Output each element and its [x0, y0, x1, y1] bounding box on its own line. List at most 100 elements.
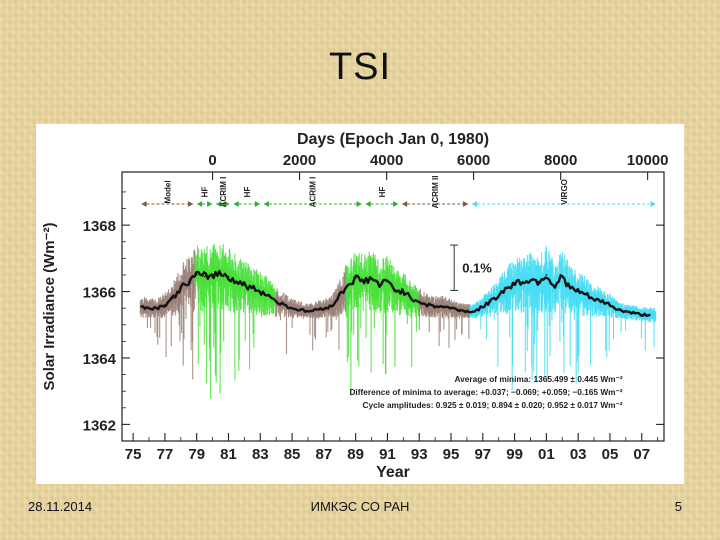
- x-tick-label: 83: [252, 446, 269, 463]
- composite-data-point: [434, 305, 436, 308]
- instrument-periods-layer: Model HF ACRIM I HF ACRIM I HF ACRIM II VIRGO: [141, 176, 656, 208]
- x-axis-label: Year: [376, 464, 410, 481]
- annotation-line: Cycle amplitudes: 0.925 ± 0.019; 0.894 ±…: [363, 400, 623, 410]
- composite-data-point: [235, 280, 238, 283]
- instrument-period-label: ACRIM I: [219, 177, 228, 208]
- composite-data-point: [370, 277, 373, 280]
- top-tick-label: 0: [208, 152, 216, 169]
- composite-data-point: [601, 300, 603, 303]
- instrument-period-label: VIRGO: [560, 179, 569, 205]
- composite-data-point: [481, 305, 484, 308]
- instrument-arrow-right: [207, 201, 213, 207]
- x-tick-label: 05: [602, 446, 619, 463]
- composite-data-point: [489, 300, 492, 303]
- y-tick-label: 1362: [83, 417, 116, 434]
- x-tick-label: 85: [284, 446, 301, 463]
- composite-data-point: [394, 289, 397, 291]
- tsi-figure: Model HF ACRIM I HF ACRIM I HF ACRIM II VIRGO 1…: [36, 124, 684, 484]
- composite-data-point: [617, 308, 619, 311]
- composite-data-point: [362, 280, 365, 283]
- composite-data-point: [561, 275, 564, 278]
- composite-data-point: [259, 290, 262, 293]
- top-tick-label: 10000: [627, 152, 669, 169]
- composite-data-point: [378, 284, 381, 286]
- instrument-arrow-right: [650, 201, 656, 207]
- x-tick-label: 79: [188, 446, 205, 463]
- composite-data-point: [187, 280, 190, 283]
- composite-data-point: [513, 282, 516, 285]
- composite-data-point: [164, 303, 166, 306]
- instrument-arrow-right: [356, 201, 362, 207]
- top-tick-label: 4000: [370, 152, 403, 169]
- composite-data-point: [521, 280, 524, 283]
- composite-data-point: [354, 277, 357, 280]
- composite-data-point: [315, 308, 317, 311]
- composite-data-point: [338, 294, 341, 296]
- x-tick-label: 03: [570, 446, 587, 463]
- x-tick-label: 87: [316, 446, 333, 463]
- instrument-arrow-right: [254, 201, 260, 207]
- annotation-line: Difference of minima to average: +0.037;…: [349, 387, 622, 397]
- composite-data-point: [251, 287, 254, 290]
- axis-ticks-layer: [122, 172, 664, 441]
- composite-data-point: [140, 305, 142, 308]
- top-axis-title: Days (Epoch Jan 0, 1980): [297, 131, 489, 148]
- composite-data-point: [426, 303, 429, 306]
- composite-data-point: [632, 312, 635, 314]
- instrument-arrow-left: [472, 201, 478, 207]
- x-tick-label: 75: [125, 446, 142, 463]
- composite-data-point: [553, 285, 556, 288]
- composite-data-point: [505, 287, 508, 290]
- composite-tsi-line: [141, 269, 651, 318]
- instrument-arrow-left: [233, 201, 239, 207]
- composite-data-point: [346, 284, 349, 286]
- composite-data-point: [474, 310, 476, 313]
- x-tick-label: 07: [633, 446, 650, 463]
- x-tick-label: 81: [220, 446, 237, 463]
- composite-data-point: [609, 303, 611, 306]
- text-layer: 1362 1364 1366 1368 75 77 79 81 83 85 87 89 91 93 95 97…: [41, 131, 668, 481]
- tsi-chart: Model HF ACRIM I HF ACRIM I HF ACRIM II VIRGO 1…: [41, 131, 668, 481]
- instrument-period-label: ACRIM I: [309, 177, 318, 208]
- composite-data-point: [211, 274, 214, 276]
- composite-data-point: [529, 279, 532, 281]
- composite-data-point: [172, 297, 174, 300]
- page-number: 5: [674, 499, 682, 514]
- composite-data-point: [537, 280, 540, 283]
- composite-data-point: [466, 310, 468, 313]
- composite-data-point: [299, 308, 301, 311]
- composite-data-point: [450, 307, 452, 310]
- composite-data-point: [569, 287, 572, 290]
- instrument-arrow-left: [402, 201, 408, 207]
- x-tick-label: 93: [411, 446, 428, 463]
- composite-data-point: [307, 310, 309, 313]
- composite-data-point: [283, 303, 285, 306]
- composite-data-point: [179, 287, 182, 290]
- composite-data-point: [219, 272, 222, 275]
- instrument-period-label: HF: [378, 187, 387, 198]
- composite-data-point: [577, 290, 580, 293]
- slide-title: TSI: [328, 46, 392, 88]
- plot-frame: [121, 171, 665, 442]
- composite-data-point: [195, 274, 198, 276]
- composite-data-point: [648, 313, 651, 316]
- composite-data-point: [442, 305, 444, 308]
- instrument-period-label: HF: [243, 187, 252, 198]
- composite-data-point: [267, 294, 270, 296]
- x-tick-label: 89: [347, 446, 364, 463]
- composite-data-point: [593, 299, 595, 301]
- composite-data-point: [386, 280, 389, 283]
- y-axis-label: Solar Irradiance (Wm⁻²): [41, 223, 58, 391]
- composite-data-point: [156, 307, 158, 310]
- composite-data-point: [402, 290, 405, 293]
- x-tick-label: 95: [443, 446, 460, 463]
- composite-data-point: [458, 308, 460, 311]
- x-tick-label: 91: [379, 446, 396, 463]
- instrument-arrow-right: [463, 201, 469, 207]
- footer-date: 28.11.2014: [28, 499, 93, 514]
- composite-data-point: [640, 313, 643, 316]
- composite-data-point: [625, 310, 627, 313]
- x-tick-label: 97: [474, 446, 491, 463]
- composite-data-point: [243, 284, 246, 286]
- composite-data-point: [410, 297, 413, 300]
